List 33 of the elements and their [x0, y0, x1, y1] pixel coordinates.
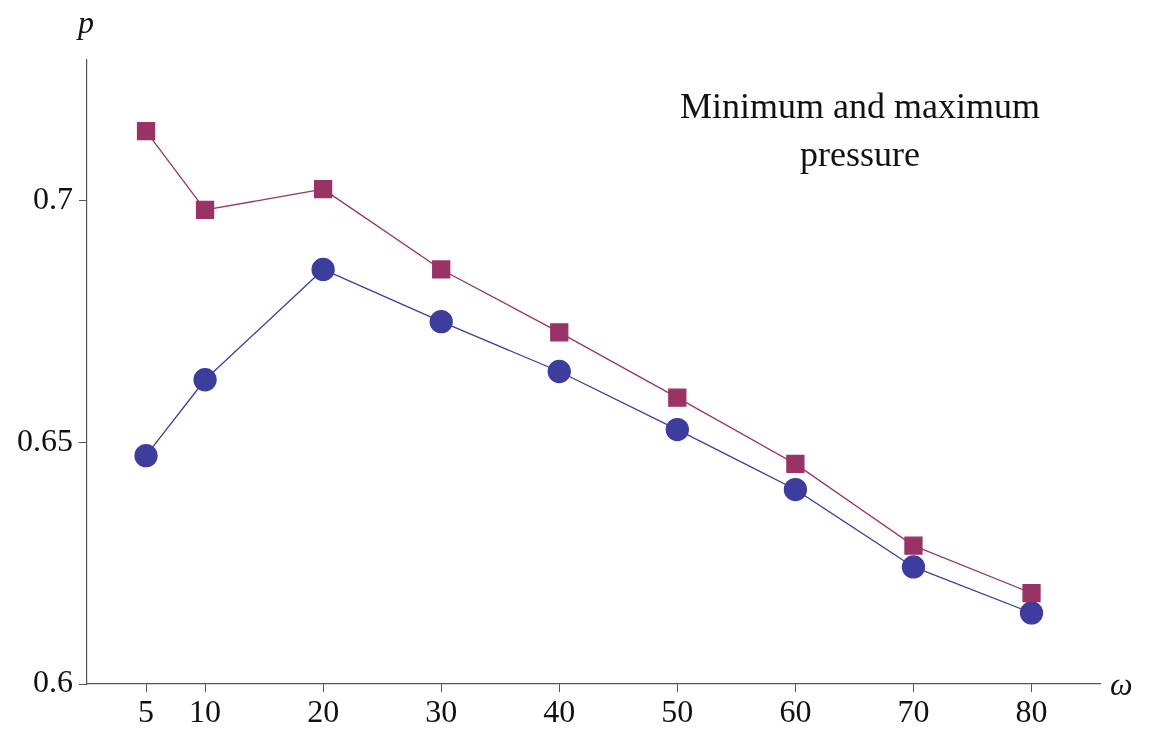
y-tick-label: 0.7	[33, 179, 73, 216]
y-tick-label: 0.6	[33, 663, 73, 700]
y-axis-title: p	[78, 4, 94, 41]
point	[904, 536, 923, 555]
x-tick-label: 40	[543, 692, 576, 729]
x-axis-title: ω	[1110, 666, 1133, 703]
x-tick-label: 60	[779, 692, 812, 729]
x-tick-label: 80	[1015, 692, 1048, 729]
point	[1022, 583, 1041, 603]
point	[665, 417, 689, 442]
point	[314, 180, 333, 199]
point	[901, 555, 926, 579]
point	[136, 121, 156, 141]
point	[311, 257, 335, 282]
y-tick-label: 0.65	[17, 421, 73, 458]
x-tick-label: 50	[661, 692, 694, 729]
annotation: Minimum and maximum pressure	[679, 85, 1041, 176]
x-tick-label: 5	[138, 692, 155, 729]
point	[1019, 601, 1044, 625]
point	[547, 359, 571, 384]
point	[550, 323, 569, 342]
point	[668, 388, 687, 407]
x-tick-label: 70	[897, 692, 930, 729]
point	[195, 200, 215, 220]
point	[783, 477, 808, 502]
point	[193, 368, 217, 392]
point	[432, 260, 451, 279]
x-tick-label: 30	[425, 692, 458, 729]
x-tick-label: 20	[307, 692, 340, 729]
point	[134, 444, 158, 468]
point	[429, 310, 453, 334]
x-tick-label: 10	[189, 692, 222, 729]
point	[786, 454, 805, 474]
